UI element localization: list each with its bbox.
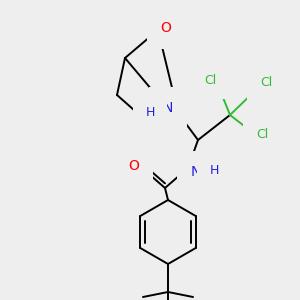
Text: O: O <box>160 21 171 35</box>
Text: Cl: Cl <box>260 76 272 89</box>
Text: N: N <box>163 101 173 115</box>
Text: Cl: Cl <box>204 74 216 86</box>
Text: O: O <box>129 159 140 173</box>
Text: N: N <box>191 165 201 179</box>
Text: H: H <box>209 164 219 176</box>
Text: Cl: Cl <box>256 128 268 142</box>
Text: H: H <box>145 106 155 118</box>
